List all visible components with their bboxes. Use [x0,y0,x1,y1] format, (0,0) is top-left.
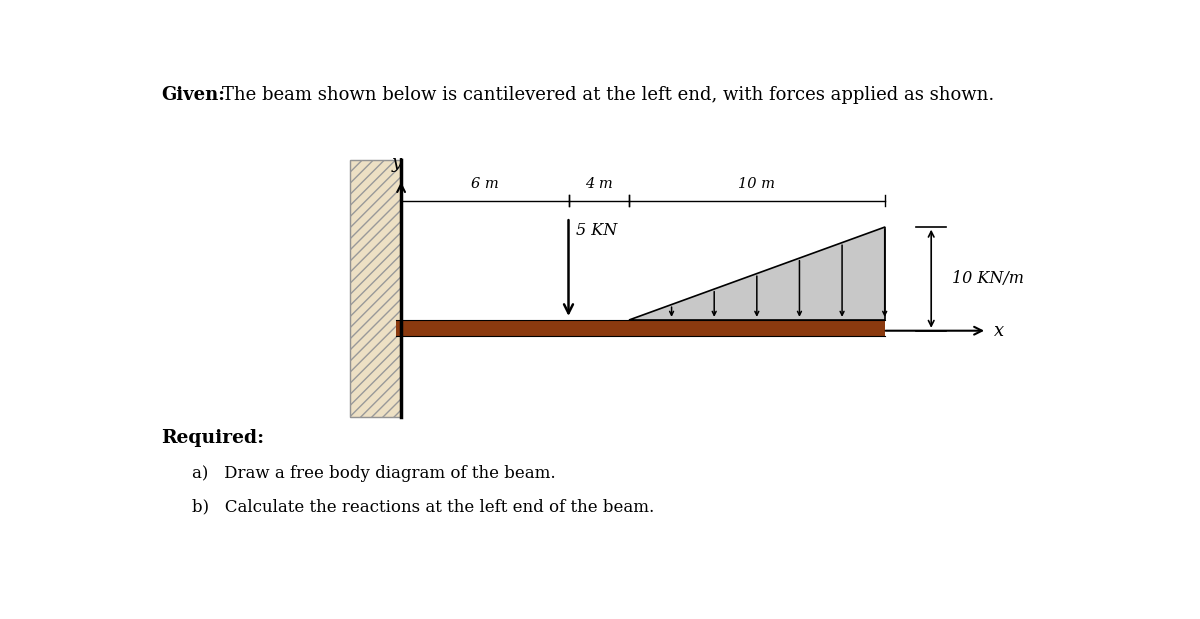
Text: Given:: Given: [161,86,226,104]
Bar [396,320,884,336]
Text: 10 KN/m: 10 KN/m [952,271,1024,287]
Text: 4 m: 4 m [584,177,613,191]
Text: 6 m: 6 m [470,177,499,191]
Text: a)   Draw a free body diagram of the beam.: a) Draw a free body diagram of the beam. [192,465,556,482]
Text: y: y [391,154,402,172]
Text: 5 KN: 5 KN [576,222,617,239]
Text: The beam shown below is cantilevered at the left end, with forces applied as sho: The beam shown below is cantilevered at … [222,86,994,104]
Text: Required:: Required: [161,430,264,448]
Polygon shape [629,227,884,320]
Bar [350,160,401,417]
Text: 10 m: 10 m [738,177,775,191]
Bar [350,160,401,417]
Text: x: x [995,322,1004,340]
Text: b)   Calculate the reactions at the left end of the beam.: b) Calculate the reactions at the left e… [192,498,654,516]
